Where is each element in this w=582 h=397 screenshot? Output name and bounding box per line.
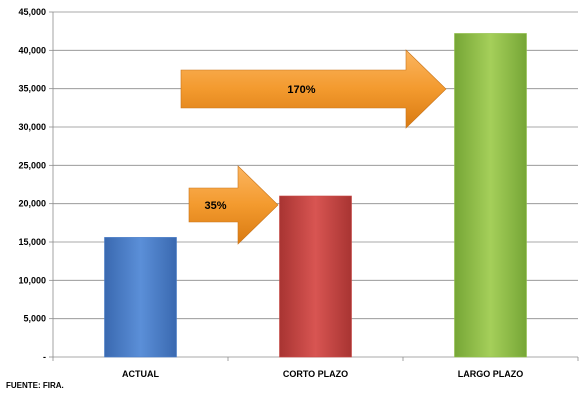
- growth-percent-label: 170%: [287, 84, 315, 96]
- x-category-label: LARGO PLAZO: [458, 369, 524, 379]
- growth-arrow: [180, 49, 447, 129]
- source-note: FUENTE: FIRA.: [6, 381, 64, 390]
- y-tick-label: 10,000: [18, 275, 46, 285]
- x-category-label: CORTO PLAZO: [283, 369, 348, 379]
- y-tick-label: 40,000: [18, 45, 46, 55]
- y-tick-label: 5,000: [23, 314, 46, 324]
- y-tick-label: 45,000: [18, 7, 46, 17]
- bar-actual: [104, 237, 177, 358]
- y-tick-label: 35,000: [18, 84, 46, 94]
- growth-percent-label: 35%: [204, 200, 226, 212]
- y-tick-label: 30,000: [18, 122, 46, 132]
- y-tick-label: 20,000: [18, 199, 46, 209]
- category-labels: ACTUAL CORTO PLAZO LARGO PLAZO: [122, 369, 523, 379]
- bars: [104, 33, 527, 358]
- y-tick-label: 25,000: [18, 160, 46, 170]
- x-category-label: ACTUAL: [122, 369, 159, 379]
- bar-largo-plazo: [454, 33, 527, 358]
- y-tick-label: -: [43, 352, 46, 362]
- y-tick-label: 15,000: [18, 237, 46, 247]
- bar-corto-plazo: [279, 195, 352, 358]
- growth-arrow: [188, 165, 279, 245]
- growth-arrows: 35% 170%: [180, 49, 447, 245]
